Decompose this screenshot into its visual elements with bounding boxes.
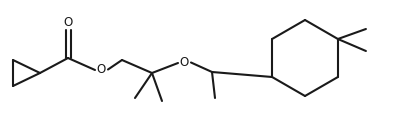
Text: O: O xyxy=(63,17,73,29)
Text: O: O xyxy=(180,56,189,69)
Text: O: O xyxy=(97,63,106,76)
